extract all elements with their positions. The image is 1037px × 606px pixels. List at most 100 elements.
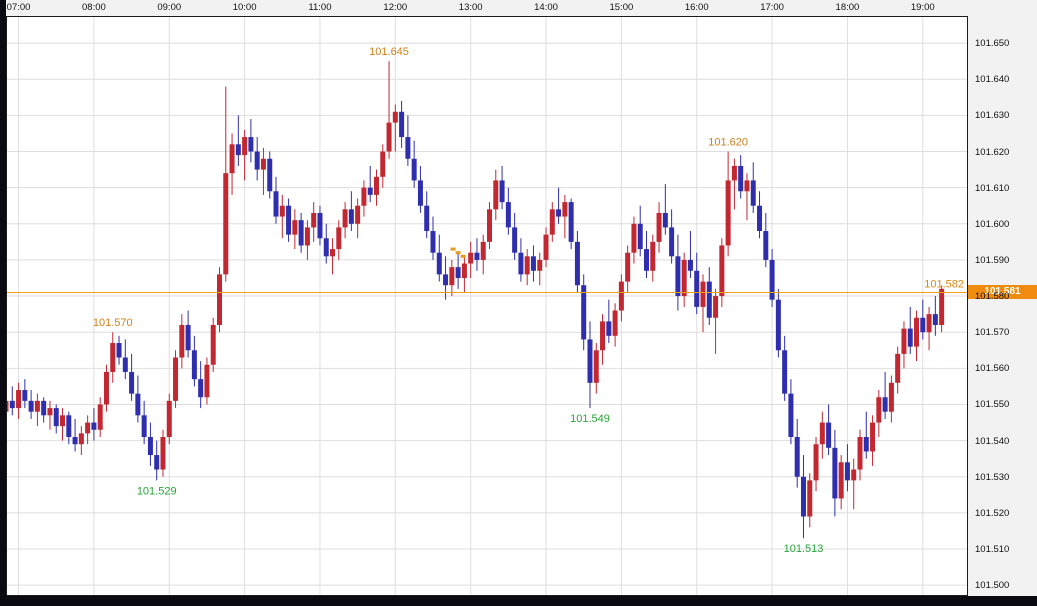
candle-body <box>844 462 850 481</box>
candle-body <box>267 158 273 192</box>
candle-body <box>399 111 405 138</box>
candle-body <box>631 223 637 253</box>
candle-body <box>637 223 643 250</box>
candle-body <box>292 220 298 235</box>
candle-body <box>91 422 97 430</box>
price-axis[interactable]: 101.581 101.650 101.640 101.630 101.620 101.… <box>968 16 1037 596</box>
candle-body <box>788 393 794 437</box>
time-axis-label: 12:00 <box>383 2 408 13</box>
price-axis-label: 101.630 <box>975 110 1010 122</box>
candle-body <box>738 165 744 192</box>
candle-body <box>643 249 649 271</box>
candle-body <box>549 209 555 235</box>
candle-body <box>260 158 266 170</box>
candle-body <box>348 209 354 224</box>
candle-body <box>185 324 191 351</box>
candle-body <box>449 267 455 286</box>
candle-body <box>304 227 310 246</box>
chart-plot-area[interactable]: 101.582 101.570 101.529 101.645 101.549 101.6… <box>3 16 968 596</box>
swing-price-label: 101.645 <box>369 46 409 58</box>
candle-body <box>34 400 40 412</box>
candle-body <box>430 231 436 253</box>
candle-body <box>650 241 656 271</box>
candle-body <box>173 357 179 401</box>
candle-body <box>85 422 91 434</box>
time-axis-label: 10:00 <box>232 2 257 13</box>
candle-body <box>719 245 725 297</box>
price-axis-label: 101.600 <box>975 218 1010 230</box>
candle-body <box>210 324 216 365</box>
candle-body <box>229 144 235 174</box>
candle-body <box>461 263 467 278</box>
time-axis-label: 11:00 <box>308 2 332 13</box>
candle-body <box>342 209 348 228</box>
candle-body <box>204 364 210 398</box>
candle-body <box>191 350 197 380</box>
candle-body <box>687 259 693 271</box>
candle-body <box>216 274 222 325</box>
candle-body <box>530 256 536 271</box>
window-frame-bottom <box>0 596 1037 606</box>
swing-price-label: 101.620 <box>708 137 748 149</box>
candle-body <box>832 447 838 499</box>
candle-body <box>424 205 430 232</box>
price-axis-label: 101.650 <box>975 38 1010 50</box>
candle-body <box>198 379 204 398</box>
candle-body <box>870 422 876 452</box>
candle-body <box>141 415 147 437</box>
candle-body <box>66 415 72 437</box>
time-axis[interactable]: 07:00 08:00 09:00 10:00 11:00 12:00 13:00 14:00… <box>6 0 1037 16</box>
swing-price-label: 101.549 <box>570 413 610 425</box>
candle-body <box>166 400 172 437</box>
candle-body <box>819 422 825 445</box>
time-axis-label: 17:00 <box>760 2 784 13</box>
candle-body <box>110 343 116 372</box>
candle-body <box>248 137 254 152</box>
candle-body <box>543 234 549 260</box>
price-axis-label: 101.550 <box>975 399 1010 411</box>
price-axis-label: 101.560 <box>975 363 1010 375</box>
price-axis-label: 101.580 <box>975 291 1010 303</box>
swing-price-label: 101.529 <box>137 485 177 497</box>
candle-body <box>920 317 926 333</box>
candle-body <box>800 476 806 517</box>
candle-body <box>147 436 153 456</box>
candle-body <box>512 227 518 253</box>
candle-body <box>468 252 474 264</box>
price-axis-label: 101.590 <box>975 254 1010 266</box>
candle-body <box>311 212 317 228</box>
candle-body <box>713 296 719 318</box>
candle-body <box>499 180 505 203</box>
candle-body <box>700 281 706 307</box>
candle-body <box>53 408 59 427</box>
trade-marker <box>460 254 466 258</box>
candle-body <box>474 252 480 260</box>
candle-body <box>254 151 260 170</box>
time-axis-label: 15:00 <box>609 2 634 13</box>
candle-body <box>782 350 788 394</box>
candle-body <box>436 252 442 275</box>
candle-body <box>336 227 342 250</box>
candle-body <box>242 137 248 156</box>
candle-body <box>411 158 417 181</box>
time-axis-label: 07:00 <box>6 2 31 13</box>
candle-body <box>706 281 712 318</box>
candle-body <box>392 111 398 123</box>
candle-body <box>97 404 103 430</box>
candle-body <box>857 436 863 470</box>
candle-body <box>505 202 511 228</box>
candle-body <box>286 205 292 235</box>
candle-body <box>581 285 587 340</box>
candle-body <box>60 415 66 427</box>
candle-body <box>273 191 279 217</box>
candle-body <box>562 202 568 217</box>
candle-body <box>662 212 668 228</box>
candle-body <box>179 324 185 358</box>
current-price-chart-label: 101.582 <box>924 278 964 290</box>
candle-body <box>72 436 78 445</box>
candle-body <box>882 397 888 412</box>
candle-body <box>537 259 543 271</box>
candle-body <box>22 390 28 401</box>
candle-body <box>417 180 423 206</box>
candle-body <box>587 339 593 383</box>
